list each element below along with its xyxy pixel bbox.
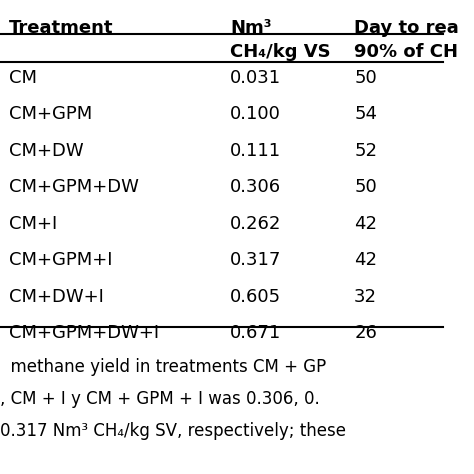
Text: CM+GPM+DW+I: CM+GPM+DW+I: [9, 324, 159, 342]
Text: 0.317: 0.317: [230, 251, 282, 269]
Text: CM+I: CM+I: [9, 215, 57, 233]
Text: 52: 52: [354, 142, 377, 160]
Text: 50: 50: [354, 69, 377, 87]
Text: CM+GPM+DW: CM+GPM+DW: [9, 178, 139, 196]
Text: methane yield in treatments CM + GP: methane yield in treatments CM + GP: [0, 358, 326, 376]
Text: CM+DW: CM+DW: [9, 142, 83, 160]
Text: CM+GPM: CM+GPM: [9, 105, 92, 123]
Text: 54: 54: [354, 105, 377, 123]
Text: 0.100: 0.100: [230, 105, 281, 123]
Text: 0.317 Nm³ CH₄/kg SV, respectively; these: 0.317 Nm³ CH₄/kg SV, respectively; these: [0, 422, 346, 440]
Text: , CM + I y CM + GPM + I was 0.306, 0.: , CM + I y CM + GPM + I was 0.306, 0.: [0, 390, 320, 408]
Text: 42: 42: [354, 251, 377, 269]
Text: 0.031: 0.031: [230, 69, 282, 87]
Text: Treatment: Treatment: [9, 19, 113, 37]
Text: CM: CM: [9, 69, 37, 87]
Text: 32: 32: [354, 288, 377, 306]
Text: CM+DW+I: CM+DW+I: [9, 288, 104, 306]
Text: CM+GPM+I: CM+GPM+I: [9, 251, 112, 269]
Text: CH₄/kg VS: CH₄/kg VS: [230, 43, 331, 61]
Text: Day to rea: Day to rea: [354, 19, 459, 37]
Text: 0.671: 0.671: [230, 324, 282, 342]
Text: 0.605: 0.605: [230, 288, 282, 306]
Text: 0.262: 0.262: [230, 215, 282, 233]
Text: Nm³: Nm³: [230, 19, 272, 37]
Text: 26: 26: [354, 324, 377, 342]
Text: 90% of CH: 90% of CH: [354, 43, 458, 61]
Text: 50: 50: [354, 178, 377, 196]
Text: 0.111: 0.111: [230, 142, 282, 160]
Text: 0.306: 0.306: [230, 178, 282, 196]
Text: 42: 42: [354, 215, 377, 233]
